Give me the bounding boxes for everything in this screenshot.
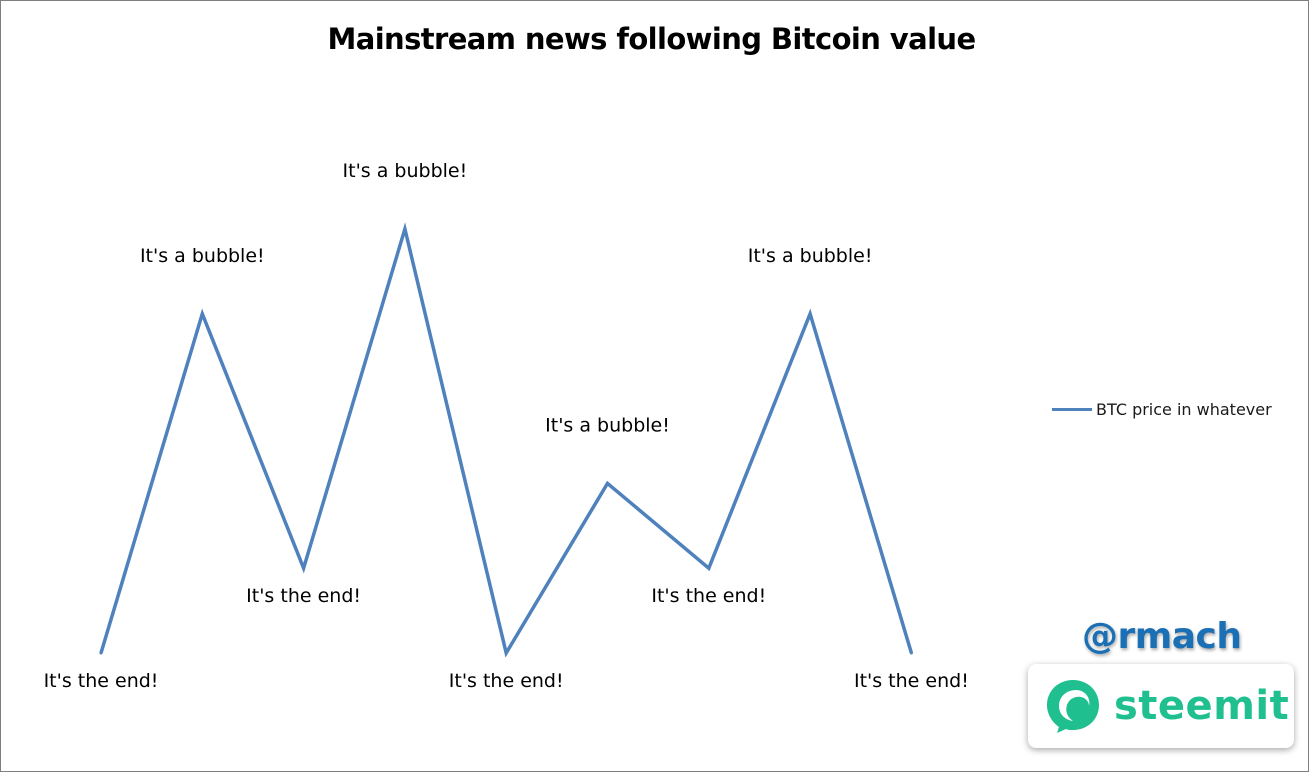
legend-label: BTC price in whatever (1096, 399, 1272, 419)
chart-title: Mainstream news following Bitcoin value (327, 22, 976, 56)
data-point (909, 651, 913, 655)
annotation-bubble: It's a bubble! (545, 414, 670, 436)
annotation-bubble: It's a bubble! (140, 245, 265, 267)
annotation-end: It's the end! (246, 585, 361, 607)
data-point (403, 227, 407, 231)
data-point (606, 481, 609, 485)
annotation-end: It's the end! (449, 670, 564, 692)
steemit-logo-icon (1047, 680, 1099, 733)
author-handle: @rmach (1082, 616, 1242, 657)
data-point (808, 312, 812, 316)
annotation-end: It's the end! (854, 670, 969, 692)
steemit-badge: steemit (1028, 664, 1294, 748)
data-point (99, 651, 103, 655)
data-point (200, 312, 204, 316)
data-point (302, 566, 306, 570)
legend-swatch (1052, 407, 1092, 411)
steemit-brand: steemit (1114, 683, 1290, 729)
annotation-bubble: It's a bubble! (343, 160, 468, 182)
data-point (504, 651, 508, 655)
legend: BTC price in whatever (1052, 398, 1272, 420)
annotation-end: It's the end! (651, 585, 766, 607)
annotation-bubble: It's a bubble! (748, 245, 873, 267)
data-point (707, 566, 711, 570)
annotation-end: It's the end! (44, 670, 159, 692)
series-line-btc-price (99, 222, 914, 658)
